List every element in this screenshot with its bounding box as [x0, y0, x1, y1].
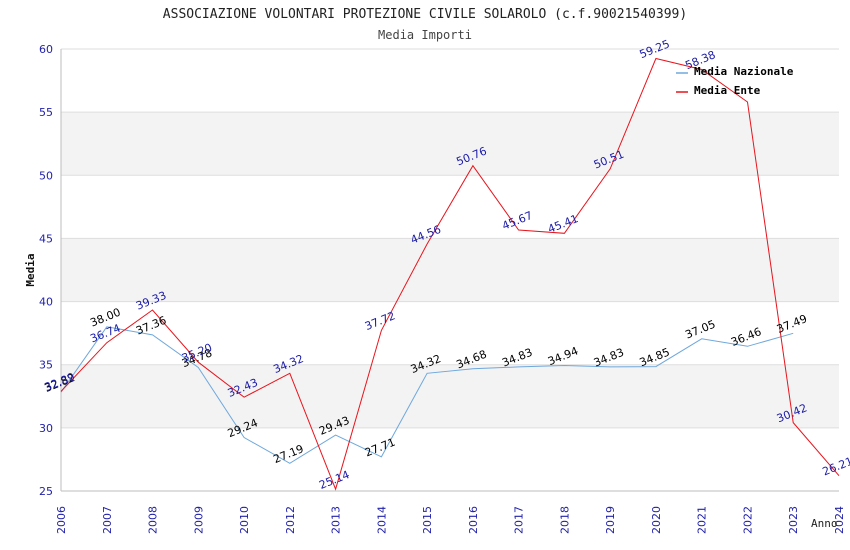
x-tick-label: 2022: [741, 506, 754, 534]
axes: [60, 49, 839, 492]
x-tick-label: 2008: [147, 506, 160, 534]
legend-label-media-ente: Media Ente: [694, 84, 761, 97]
x-tick-label: 2015: [421, 506, 434, 534]
chart-title: ASSOCIAZIONE VOLONTARI PROTEZIONE CIVILE…: [163, 7, 687, 22]
x-tick-label: 2013: [330, 506, 343, 534]
x-tick-labels: 2006 2007 2008 2009 2010 2012 2013 2014 2015 2016…: [55, 506, 846, 534]
x-tick-label: 2006: [55, 506, 68, 534]
y-tick-label: 35: [39, 359, 53, 372]
legend: Media Nazionale Media Ente: [676, 65, 794, 97]
y-tick-label: 25: [39, 485, 53, 498]
x-tick-label: 2016: [467, 506, 480, 534]
grid-band: [61, 364, 839, 428]
grid-band: [61, 238, 839, 302]
series-line-media-ente: [60, 57, 840, 491]
x-tick-label: 2007: [101, 506, 114, 534]
y-tick-label: 60: [39, 43, 53, 56]
x-tick-label: 2021: [696, 506, 709, 534]
series-lines: [60, 57, 840, 491]
x-tick-label: 2009: [192, 506, 205, 534]
x-tick-label: 2024: [833, 506, 846, 534]
y-tick-label: 40: [39, 296, 53, 309]
y-tick-label: 30: [39, 422, 53, 435]
series-line-media-nazionale: [60, 326, 794, 464]
x-tick-label: 2017: [513, 506, 526, 534]
grid-bands: [61, 112, 839, 428]
x-axis-title: Anno: [811, 517, 838, 530]
x-tick-label: 2012: [284, 506, 297, 534]
y-tick-labels: 25 30 35 40 45 50 55 60: [39, 43, 53, 498]
x-tick-label: 2023: [787, 506, 800, 534]
grid-band: [61, 112, 839, 176]
x-tick-label: 2014: [375, 506, 388, 534]
chart-subtitle: Media Importi: [378, 28, 472, 42]
x-tick-label: 2020: [650, 506, 663, 534]
x-tick-label: 2018: [558, 506, 571, 534]
grid-lines: [61, 48, 839, 429]
legend-label-media-nazionale: Media Nazionale: [694, 65, 794, 78]
y-tick-label: 50: [39, 169, 53, 182]
y-axis-title: Media: [24, 253, 37, 286]
x-tick-label: 2010: [238, 506, 251, 534]
y-tick-label: 45: [39, 232, 53, 245]
x-tick-label: 2019: [604, 506, 617, 534]
y-tick-label: 55: [39, 106, 53, 119]
